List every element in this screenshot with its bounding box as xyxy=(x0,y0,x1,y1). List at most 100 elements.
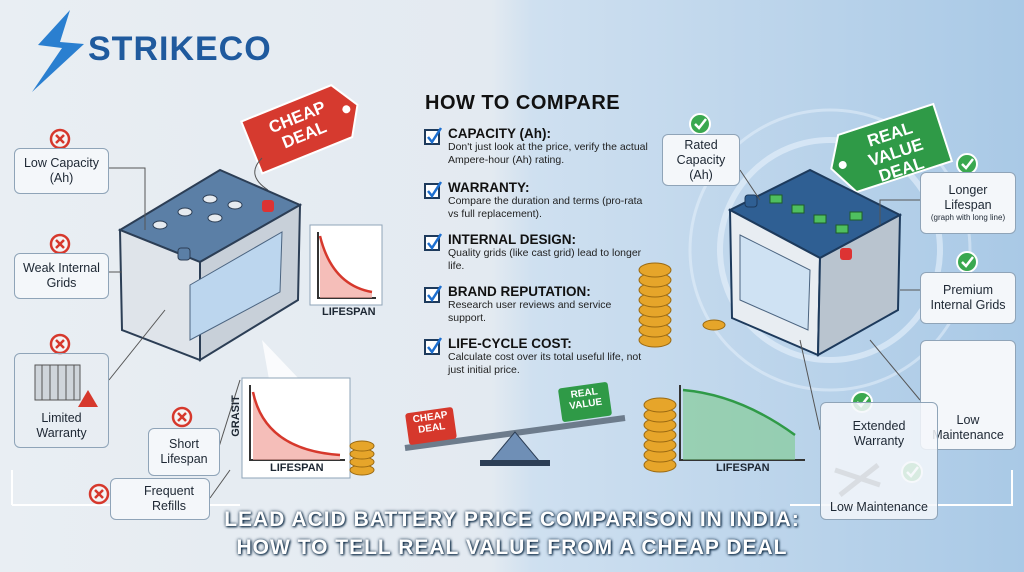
callout-text: Longer Lifespan xyxy=(944,183,992,213)
check xyxy=(427,181,443,199)
callout-text: Low Maintenance xyxy=(830,500,928,514)
chart-right xyxy=(679,385,805,461)
left-battery xyxy=(177,207,193,217)
tick xyxy=(694,118,707,130)
left-battery xyxy=(189,231,283,341)
x-cross xyxy=(177,412,187,422)
callout-note: (graph with long line) xyxy=(930,213,1006,223)
callout: Extended Warranty Low Maintenance xyxy=(820,402,938,520)
real-tag-shape xyxy=(830,102,954,194)
item-title: CAPACITY (Ah): xyxy=(448,126,551,141)
chart-top xyxy=(318,235,373,294)
right-battery xyxy=(769,194,863,234)
item-title: WARRANTY: xyxy=(448,180,530,195)
footer-title: LEAD ACID BATTERY PRICE COMPARISON IN IN… xyxy=(224,508,800,531)
checkbox xyxy=(424,129,440,355)
real-tag-shape xyxy=(830,102,954,194)
seesaw xyxy=(480,460,550,466)
grid-icon xyxy=(41,365,75,400)
item-text: Don't just look at the price, verify the… xyxy=(448,141,648,166)
connector xyxy=(217,379,241,451)
pointer xyxy=(262,340,300,385)
cheap-tag-shape xyxy=(342,105,351,114)
chart-bottom xyxy=(251,391,341,457)
connector xyxy=(108,167,241,499)
left-battery xyxy=(152,220,168,230)
connector xyxy=(109,167,146,230)
real-tag-shape xyxy=(838,160,847,169)
right-battery xyxy=(739,234,811,331)
chart-right xyxy=(682,388,796,437)
left-battery xyxy=(117,168,303,362)
compare-item: LIFE-CYCLE COST: Calculate cost over its … xyxy=(448,336,648,376)
right-battery xyxy=(835,224,849,234)
item-title: LIFE-CYCLE COST: xyxy=(448,336,572,351)
connector xyxy=(209,469,231,499)
right-battery xyxy=(744,194,758,208)
compare-item: BRAND REPUTATION: Research user reviews a… xyxy=(448,284,648,324)
cheap-tag-shape xyxy=(239,84,359,175)
connector xyxy=(739,169,761,201)
callout: Weak Internal Grids xyxy=(14,253,109,299)
connector xyxy=(108,309,166,381)
check-icon xyxy=(956,251,978,273)
tick xyxy=(961,158,974,170)
check-icon xyxy=(956,153,978,175)
chart-label: LIFESPAN xyxy=(322,306,376,318)
arc xyxy=(688,108,972,392)
callout: Low Capacity (Ah) xyxy=(14,148,109,194)
left-battery xyxy=(207,213,223,223)
compare-item: WARRANTY: Compare the duration and terms … xyxy=(448,180,648,220)
chart-label: LIFESPAN xyxy=(716,462,770,474)
seesaw xyxy=(558,382,612,422)
logo: STRIKECO xyxy=(88,30,272,68)
x-cross xyxy=(55,134,65,144)
right-battery xyxy=(727,168,903,357)
left-battery xyxy=(262,200,274,212)
callout: Frequent Refills xyxy=(110,478,210,520)
left-battery xyxy=(227,200,243,210)
item-text: Compare the duration and terms (pro-rata… xyxy=(448,195,643,220)
callout-text: Extended Warranty xyxy=(852,419,906,448)
chart-top xyxy=(320,236,372,298)
compare-item: CAPACITY (Ah): Don't just look at the pri… xyxy=(448,126,648,166)
connector xyxy=(869,339,921,401)
connector xyxy=(879,199,920,225)
right-battery xyxy=(840,248,852,260)
callout: Short Lifespan xyxy=(148,428,220,476)
coins xyxy=(638,262,726,473)
coins xyxy=(349,440,375,476)
seesaw xyxy=(405,407,457,445)
item-title: INTERNAL DESIGN: xyxy=(448,232,577,247)
coins xyxy=(638,262,672,278)
grid-icon xyxy=(34,364,81,401)
seesaw xyxy=(404,382,626,466)
callout: Limited Warranty xyxy=(14,353,109,448)
check xyxy=(427,127,443,145)
coins xyxy=(702,319,726,331)
item-text: Quality grids (like cast grid) lead to l… xyxy=(448,247,642,272)
item-text: Research user reviews and service suppor… xyxy=(448,299,612,324)
arc xyxy=(717,137,943,363)
left-battery xyxy=(202,194,218,204)
check xyxy=(427,337,443,355)
coins xyxy=(643,397,677,413)
connector xyxy=(739,169,921,431)
artwork xyxy=(254,157,269,191)
compare-item: INTERNAL DESIGN: Quality grids (like cast… xyxy=(448,232,648,272)
callout: Premium Internal Grids xyxy=(920,272,1016,324)
connector xyxy=(799,339,821,431)
tick xyxy=(961,256,974,268)
check xyxy=(427,233,443,251)
callout: Longer Lifespan (graph with long line) xyxy=(920,172,1016,234)
callout: Rated Capacity (Ah) xyxy=(662,134,740,186)
x-cross xyxy=(55,339,65,349)
left-battery xyxy=(177,247,191,261)
right-battery xyxy=(769,194,783,204)
chart-right xyxy=(683,390,795,460)
footer-title: HOW TO TELL REAL VALUE FROM A CHEAP DEAL xyxy=(236,536,788,559)
x-cross xyxy=(94,489,104,499)
